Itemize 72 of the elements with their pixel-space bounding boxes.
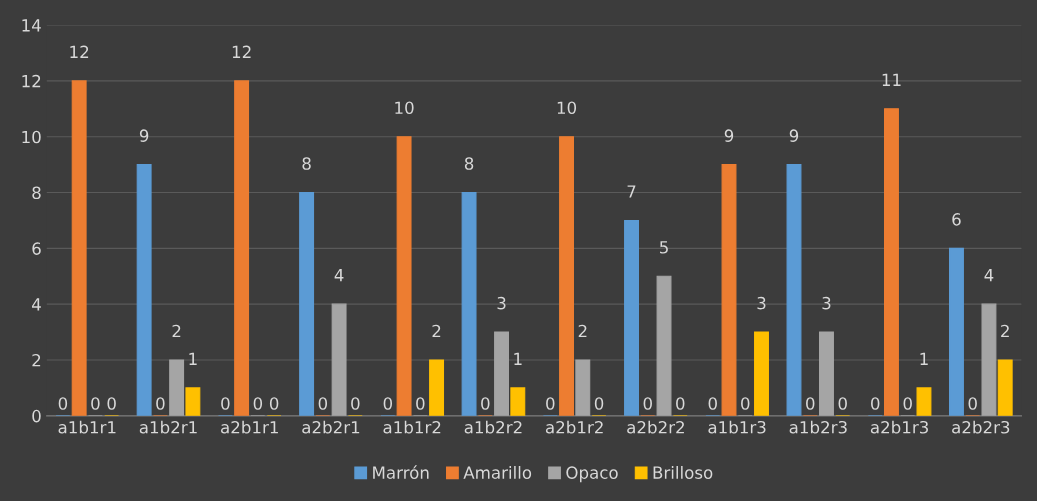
data-label: 0 (643, 397, 652, 410)
data-label: 10 (395, 101, 414, 115)
y-tick-label: 8 (32, 186, 41, 200)
x-tick-label: a1b1r2 (383, 420, 441, 434)
data-label: 2 (432, 324, 441, 338)
x-tick-label: a2b2r1 (302, 420, 360, 434)
data-label: 2 (172, 324, 181, 338)
y-tick-label: 2 (32, 353, 41, 367)
data-label: 0 (481, 397, 490, 410)
data-label: 8 (302, 157, 311, 170)
legend-label: Brilloso (653, 466, 713, 479)
data-label: 1 (920, 352, 928, 366)
data-label: 0 (838, 397, 847, 410)
x-tick-label: a2b1r2 (545, 420, 603, 434)
data-label: 0 (676, 397, 685, 410)
data-label: 3 (822, 296, 831, 310)
data-label: 0 (58, 397, 68, 410)
data-label: 0 (594, 397, 604, 410)
data-label: 9 (724, 129, 734, 142)
data-label: 4 (984, 269, 994, 282)
data-label: 1 (189, 352, 197, 366)
legend-label: Amarillo (463, 466, 532, 479)
data-label: 0 (708, 397, 717, 410)
data-label: 2 (1001, 324, 1009, 338)
data-label: 0 (416, 397, 425, 410)
data-label: 0 (156, 397, 165, 410)
data-label: 12 (70, 45, 89, 58)
data-label: 0 (968, 397, 977, 410)
data-label: 3 (757, 296, 766, 310)
x-tick-label: a2b2r3 (952, 420, 1010, 434)
y-tick-label: 14 (22, 19, 41, 32)
y-tick-label: 0 (32, 409, 41, 423)
data-label: 8 (464, 157, 474, 170)
data-label: 0 (318, 397, 328, 410)
data-label: 0 (221, 397, 230, 410)
x-tick-label: a2b1r3 (870, 420, 928, 434)
x-tick-label: a1b2r2 (464, 420, 522, 434)
data-label: 11 (882, 73, 901, 86)
data-label: 1 (514, 352, 522, 366)
data-label: 10 (557, 101, 577, 115)
x-tick-label: a1b2r3 (789, 420, 847, 434)
data-label: 0 (741, 397, 750, 410)
x-tick-label: a1b1r3 (708, 420, 766, 434)
data-label: 0 (253, 397, 263, 410)
x-tick-label: a1b1r1 (58, 420, 116, 434)
data-label: 0 (351, 397, 360, 410)
y-tick-label: 10 (22, 130, 41, 144)
x-tick-label: a2b1r1 (221, 420, 278, 434)
legend-label: Marrón (373, 465, 429, 479)
data-label: 12 (232, 45, 251, 58)
y-tick-label: 12 (22, 74, 41, 88)
data-label: 9 (139, 129, 149, 142)
data-label: 9 (789, 129, 799, 142)
data-label: 0 (91, 397, 100, 410)
data-label: 0 (107, 397, 116, 410)
data-label: 0 (546, 397, 555, 410)
data-label: 0 (871, 397, 880, 410)
data-label: 4 (334, 269, 344, 282)
y-tick-label: 6 (32, 242, 41, 255)
data-label: 5 (660, 241, 668, 254)
data-label: 0 (269, 397, 279, 410)
y-tick-label: 4 (32, 298, 41, 311)
data-label: 7 (627, 185, 636, 198)
data-label: 3 (497, 296, 506, 310)
data-label: 0 (383, 397, 393, 410)
data-label: 6 (952, 213, 961, 226)
data-label: 0 (903, 397, 912, 410)
data-label: 0 (806, 397, 815, 410)
legend-label: Opaco (566, 466, 618, 483)
x-tick-label: a2b2r2 (627, 420, 684, 434)
data-label: 2 (578, 324, 587, 338)
x-tick-label: a1b2r1 (139, 420, 197, 434)
